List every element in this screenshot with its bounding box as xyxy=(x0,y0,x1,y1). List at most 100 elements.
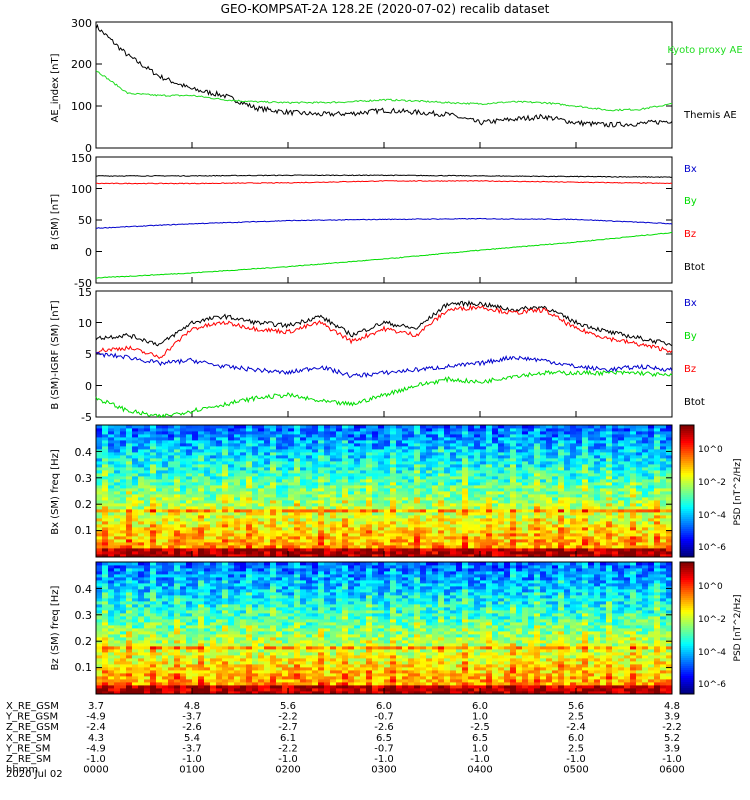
spectrogram-cell xyxy=(102,652,109,656)
spectrogram-cell xyxy=(372,533,379,537)
spectrogram-cell xyxy=(180,524,187,528)
spectrogram-cell xyxy=(294,545,301,549)
spectrogram-cell xyxy=(432,434,439,438)
spectrogram-cell xyxy=(96,646,103,650)
spectrogram-cell xyxy=(264,455,271,459)
spectrogram-cell xyxy=(600,515,607,519)
spectrogram-cell xyxy=(402,521,409,525)
spectrogram-cell xyxy=(498,533,505,537)
spectrogram-cell xyxy=(270,434,277,438)
spectrogram-cell xyxy=(300,542,307,546)
spectrogram-cell xyxy=(456,491,463,495)
spectrogram-cell xyxy=(162,676,169,680)
spectrogram-cell xyxy=(546,446,553,450)
spectrogram-cell xyxy=(264,548,271,552)
spectrogram-cell xyxy=(666,524,673,528)
spectrogram-cell xyxy=(390,479,397,483)
colorbar-segment xyxy=(680,437,694,440)
spectrogram-cell xyxy=(102,512,109,516)
spectrogram-cell xyxy=(426,551,433,555)
spectrogram-cell xyxy=(120,461,127,465)
spectrogram-cell xyxy=(342,470,349,474)
spectrogram-cell xyxy=(306,455,313,459)
spectrogram-cell xyxy=(564,542,571,546)
spectrogram-cell xyxy=(234,551,241,555)
spectrogram-cell xyxy=(510,467,517,471)
spectrogram-cell xyxy=(198,485,205,489)
spectrogram-cell xyxy=(168,437,175,441)
spectrogram-cell xyxy=(342,551,349,555)
spectrogram-cell xyxy=(138,431,145,435)
spectrogram-cell xyxy=(138,622,145,626)
spectrogram-cell xyxy=(246,494,253,498)
spectrogram-cell xyxy=(264,434,271,438)
spectrogram-cell xyxy=(312,482,319,486)
spectrogram-cell xyxy=(168,542,175,546)
spectrogram-cell xyxy=(528,497,535,501)
spectrogram-cell xyxy=(540,518,547,522)
spectrogram-cell xyxy=(426,533,433,537)
spectrogram-cell xyxy=(192,533,199,537)
spectrogram-cell xyxy=(420,473,427,477)
spectrogram-cell xyxy=(474,542,481,546)
spectrogram-cell xyxy=(132,640,139,644)
spectrogram-cell xyxy=(204,506,211,510)
panel-b-minus-igrf: -5 0 5 10 15 B (SM)-IGRF (SM) [nT] Bx By… xyxy=(50,286,705,424)
spectrogram-cell xyxy=(144,685,151,689)
spectrogram-cell xyxy=(138,473,145,477)
spectrogram-cell xyxy=(348,428,355,432)
spectrogram-cell xyxy=(648,437,655,441)
spectrogram-cell xyxy=(312,497,319,501)
spectrogram-cell xyxy=(408,446,415,450)
spectrogram-cell xyxy=(624,455,631,459)
spectrogram-cell xyxy=(132,509,139,513)
spectrogram-cell xyxy=(216,494,223,498)
spectrogram-cell xyxy=(408,458,415,462)
spectrogram-cell xyxy=(660,470,667,474)
spectrogram-cell xyxy=(264,443,271,447)
spectrogram-cell xyxy=(390,452,397,456)
spectrogram-cell xyxy=(228,488,235,492)
spectrogram-cell xyxy=(306,464,313,468)
spectrogram-cell xyxy=(138,565,145,569)
spectrogram-cell xyxy=(378,551,385,555)
spectrogram-cell xyxy=(420,485,427,489)
spectrogram-cell xyxy=(156,625,163,629)
spectrogram-cell xyxy=(432,515,439,519)
spectrogram-cell xyxy=(204,542,211,546)
spectrogram-cell xyxy=(558,533,565,537)
spectrogram-cell xyxy=(318,476,325,480)
spectrogram-cell xyxy=(126,527,133,531)
spectrogram-cell xyxy=(576,539,583,543)
spectrogram-cell xyxy=(654,515,661,519)
spectrogram-cell xyxy=(108,512,115,516)
spectrogram-cell xyxy=(126,655,133,659)
y-tick-label: 50 xyxy=(78,214,92,227)
spectrogram-cell xyxy=(456,488,463,492)
spectrogram-cell xyxy=(162,458,169,462)
spectrogram-cell xyxy=(216,551,223,555)
spectrogram-cell xyxy=(504,548,511,552)
spectrogram-cell xyxy=(480,491,487,495)
spectrogram-cell xyxy=(318,443,325,447)
spectrogram-cell xyxy=(330,476,337,480)
spectrogram-cell xyxy=(294,449,301,453)
spectrogram-cell xyxy=(480,515,487,519)
spectrogram-cell xyxy=(498,431,505,435)
spectrogram-cell xyxy=(594,452,601,456)
spectrogram-cell xyxy=(114,485,121,489)
spectrogram-cell xyxy=(168,515,175,519)
spectrogram-cell xyxy=(552,449,559,453)
spectrogram-cell xyxy=(360,518,367,522)
spectrogram-cell xyxy=(168,646,175,650)
spectrogram-cell xyxy=(228,473,235,477)
spectrogram-cell xyxy=(588,458,595,462)
spectrogram-cell xyxy=(222,458,229,462)
spectrogram-cell xyxy=(654,488,661,492)
spectrogram-cell xyxy=(666,515,673,519)
spectrogram-cell xyxy=(462,473,469,477)
spectrogram-cell xyxy=(168,601,175,605)
spectrogram-cell xyxy=(582,539,589,543)
spectrogram-cell xyxy=(306,446,313,450)
spectrogram-cell xyxy=(396,437,403,441)
